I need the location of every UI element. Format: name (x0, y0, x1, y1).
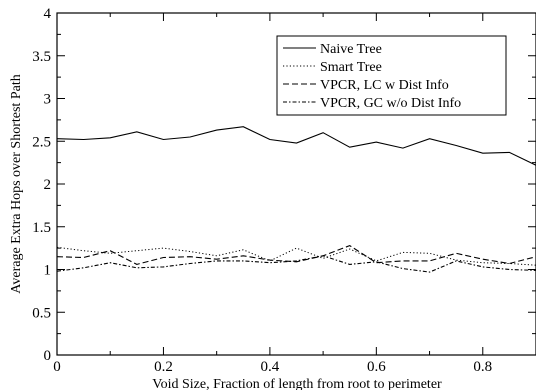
y-tick-label: 1 (44, 263, 52, 279)
x-tick-label: 0.6 (367, 359, 386, 375)
series-line-0 (56, 126, 536, 166)
y-tick-label: 1.5 (32, 220, 51, 236)
y-tick-label: 0 (44, 348, 52, 364)
y-tick-label: 2.5 (32, 134, 51, 150)
plot-area-frame (56, 12, 536, 356)
series-line-2 (56, 244, 536, 265)
y-tick-label: 2 (44, 177, 52, 193)
tick-labels: 0 0.2 0.4 0.6 0.8 0 0.5 1 1.5 2 2.5 3 3.5 4 (32, 6, 492, 375)
x-tick-label: 0.2 (154, 359, 173, 375)
series-line-1 (56, 246, 536, 266)
legend-label-2: VPCR, LC w Dist Info (320, 78, 449, 93)
y-tick-label: 3.5 (32, 49, 51, 65)
y-tick-label: 0.5 (32, 305, 51, 321)
y-axis-label: Average Extra Hops over Shortest Path (9, 74, 24, 293)
y-tick-label: 4 (44, 6, 52, 22)
y-tick-label: 3 (44, 92, 52, 108)
series-line-3 (56, 255, 536, 273)
legend-label-1: Smart Tree (320, 60, 382, 75)
x-tick-label: 0 (53, 359, 61, 375)
legend: Naive Tree Smart Tree VPCR, LC w Dist Info… (276, 35, 507, 116)
legend-label-0: Naive Tree (320, 42, 382, 57)
legend-label-3: VPCR, GC w/o Dist Info (320, 96, 461, 111)
x-tick-label: 0.8 (473, 359, 492, 375)
series-lines (56, 126, 536, 273)
x-tick-label: 0.4 (261, 359, 280, 375)
x-axis-label: Void Size, Fraction of length from root … (152, 377, 442, 390)
